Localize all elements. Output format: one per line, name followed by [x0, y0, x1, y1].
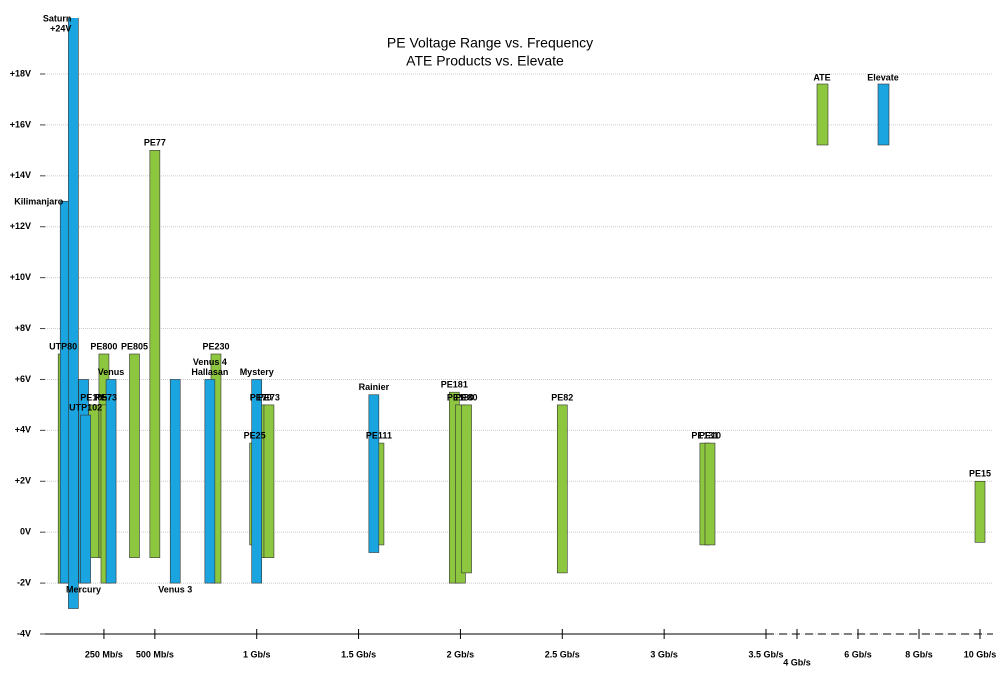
range-bar [263, 404, 275, 558]
range-bar [251, 379, 263, 584]
y-tick-label: +6V [15, 374, 31, 384]
bar-label: +24V [50, 23, 71, 33]
bar-label: PE15 [969, 469, 991, 479]
bar-label: PE111 [366, 430, 392, 440]
bar-label: PE80 [456, 392, 478, 402]
range-bar [105, 379, 117, 584]
bar-label: PE82 [551, 392, 573, 402]
range-bar [704, 442, 716, 546]
x-tick-label: 8 Gb/s [905, 649, 933, 659]
x-tick-label: 4 Gb/s [783, 657, 811, 667]
range-bar [68, 18, 79, 609]
bar-label: PE25 [244, 430, 266, 440]
x-tick-label: 500 Mb/s [136, 649, 174, 659]
bar-label: PE805 [121, 341, 148, 351]
range-bar [556, 404, 568, 574]
range-bar [149, 150, 161, 558]
bar-label: PE131 [691, 430, 718, 440]
legend-label: Elevate [867, 72, 899, 82]
bar-label: PE105 [80, 392, 107, 402]
bar-label: Venus 3 [158, 584, 192, 594]
chart-subtitle: ATE Products vs. Elevate [406, 53, 564, 69]
y-tick-label: -2V [17, 577, 31, 587]
bar-label: PE73 [95, 392, 117, 402]
range-bar [974, 480, 986, 543]
bar-label: PE73 [258, 392, 280, 402]
x-tick-label: 3 Gb/s [650, 649, 678, 659]
y-tick-label: +12V [10, 221, 31, 231]
x-tick-label: 250 Mb/s [85, 649, 123, 659]
y-tick-label: +2V [15, 476, 31, 486]
bar-label: Venus 4 [193, 357, 227, 367]
y-tick-label: 0V [20, 527, 31, 537]
plot-area [57, 18, 986, 609]
x-tick-label: 2 Gb/s [447, 649, 475, 659]
bar-label: Hallasan [191, 367, 228, 377]
legend-swatch [877, 83, 890, 146]
bar-label: PE77 [144, 138, 166, 148]
bar-label: PE70 [250, 392, 272, 402]
x-tick-label: 2.5 Gb/s [545, 649, 580, 659]
x-tick-label: 1.5 Gb/s [341, 649, 376, 659]
range-bar [129, 353, 140, 558]
y-tick-label: -4V [17, 628, 31, 638]
y-tick-label: +4V [15, 425, 31, 435]
y-tick-label: +8V [15, 323, 31, 333]
bar-label: PE10 [699, 430, 721, 440]
y-tick-label: +14V [10, 170, 31, 180]
y-tick-label: +10V [10, 272, 31, 282]
bar-label: PE181 [441, 380, 468, 390]
bar-label: PE180 [447, 392, 474, 402]
bar-label: UTP102 [69, 402, 102, 412]
bar-label: Mystery [240, 367, 274, 377]
x-tick-label: 3.5 Gb/s [748, 649, 783, 659]
x-tick-label: 6 Gb/s [844, 649, 872, 659]
y-tick-label: +16V [10, 119, 31, 129]
range-bar [368, 394, 380, 553]
x-tick-label: 1 Gb/s [243, 649, 271, 659]
bar-label: Venus [98, 367, 125, 377]
x-tick-label: 10 Gb/s [964, 649, 997, 659]
range-bar [461, 404, 472, 574]
range-bar [169, 379, 181, 584]
bar-label: PE230 [202, 341, 229, 351]
legend-swatch [816, 83, 829, 146]
range-bar [80, 414, 91, 584]
y-tick-label: +18V [10, 68, 31, 78]
range-bar [204, 379, 216, 584]
bar-label: Mercury [66, 584, 101, 594]
bar-label: Kilimanjaro [14, 197, 64, 207]
chart-title: PE Voltage Range vs. Frequency [387, 35, 593, 51]
bar-label: Rainier [359, 382, 390, 392]
bar-label: UTP80 [49, 341, 77, 351]
bar-label: Saturn [43, 13, 72, 23]
bar-label: PE800 [90, 341, 117, 351]
legend-label: ATE [813, 72, 830, 82]
